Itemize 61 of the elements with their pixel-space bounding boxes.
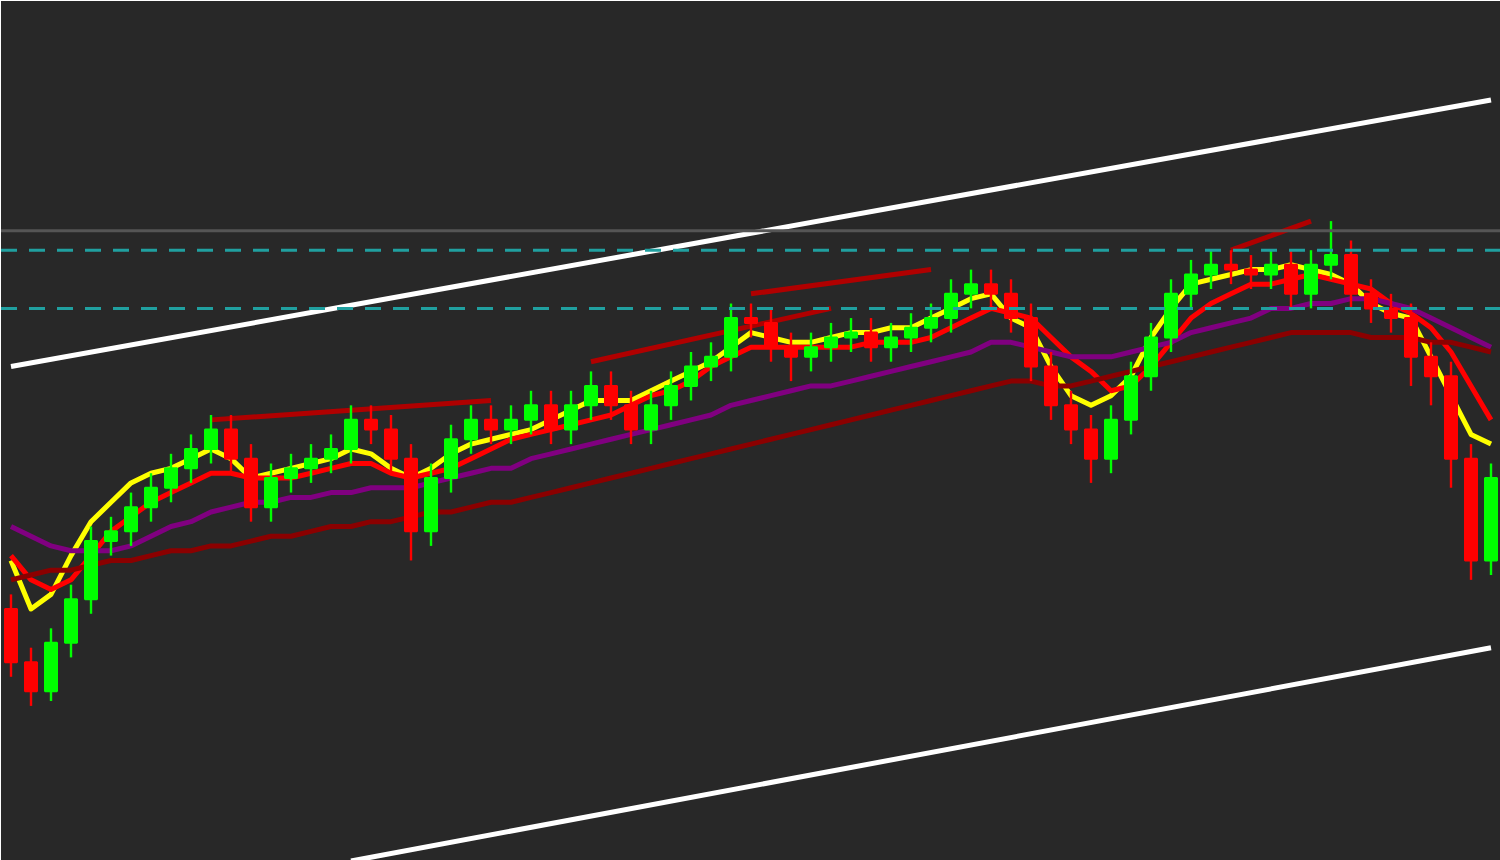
candlestick [204,413,218,465]
candlestick [24,646,38,708]
candlestick [624,389,638,446]
candlestick [64,583,78,659]
candlestick [164,452,178,504]
candlestick [564,389,578,446]
candlestick [144,472,158,523]
candlestick [1144,321,1158,392]
candlestick [304,442,318,485]
candlestick [524,389,538,436]
candlestick [644,389,658,446]
candlestick [604,370,618,422]
candlestick [104,515,118,557]
candlestick [224,413,238,475]
candlestick [844,316,858,354]
candlestick [684,350,698,402]
candlestick [1304,249,1318,310]
candlestick [1424,341,1438,407]
candlestick [1364,278,1378,325]
candlestick [1184,258,1198,310]
candlestick [384,413,398,475]
candlestick [544,389,558,446]
candlestick [1064,389,1078,446]
candlestick [1044,350,1058,422]
candlestick [184,433,198,485]
candlestick [1324,219,1338,281]
candlestick [724,302,738,373]
candlestick [1204,249,1218,291]
candlestick [324,433,338,475]
candlestick [704,341,718,383]
candlestick [124,491,138,548]
candlestick [344,404,358,465]
candlestick [1164,278,1178,354]
candlestick [824,321,838,363]
candlestick [464,404,478,456]
candlestick [584,370,598,422]
candlestick [504,404,518,446]
candlestick [664,370,678,422]
candlestick [1404,302,1418,388]
candlestick [864,316,878,363]
candlestick [484,404,498,446]
candlestick [944,278,958,334]
candlestick [964,268,978,310]
candlestick [1104,404,1118,475]
candlestick [804,331,818,373]
candlestick [364,404,378,446]
candlestick [1124,360,1138,436]
candlestick [764,307,778,363]
candlestick [904,312,918,354]
candlestick [284,452,298,494]
candlestick [264,462,278,523]
candlestick [1084,413,1098,485]
candlestick [1384,292,1398,334]
candlestick [784,331,798,383]
candlestick [1224,249,1238,286]
candlestick [1004,278,1018,334]
candlestick [924,302,938,344]
candlestick [1264,249,1278,291]
candlestick [444,423,458,494]
candlestick [744,302,758,339]
candlestick [884,321,898,363]
